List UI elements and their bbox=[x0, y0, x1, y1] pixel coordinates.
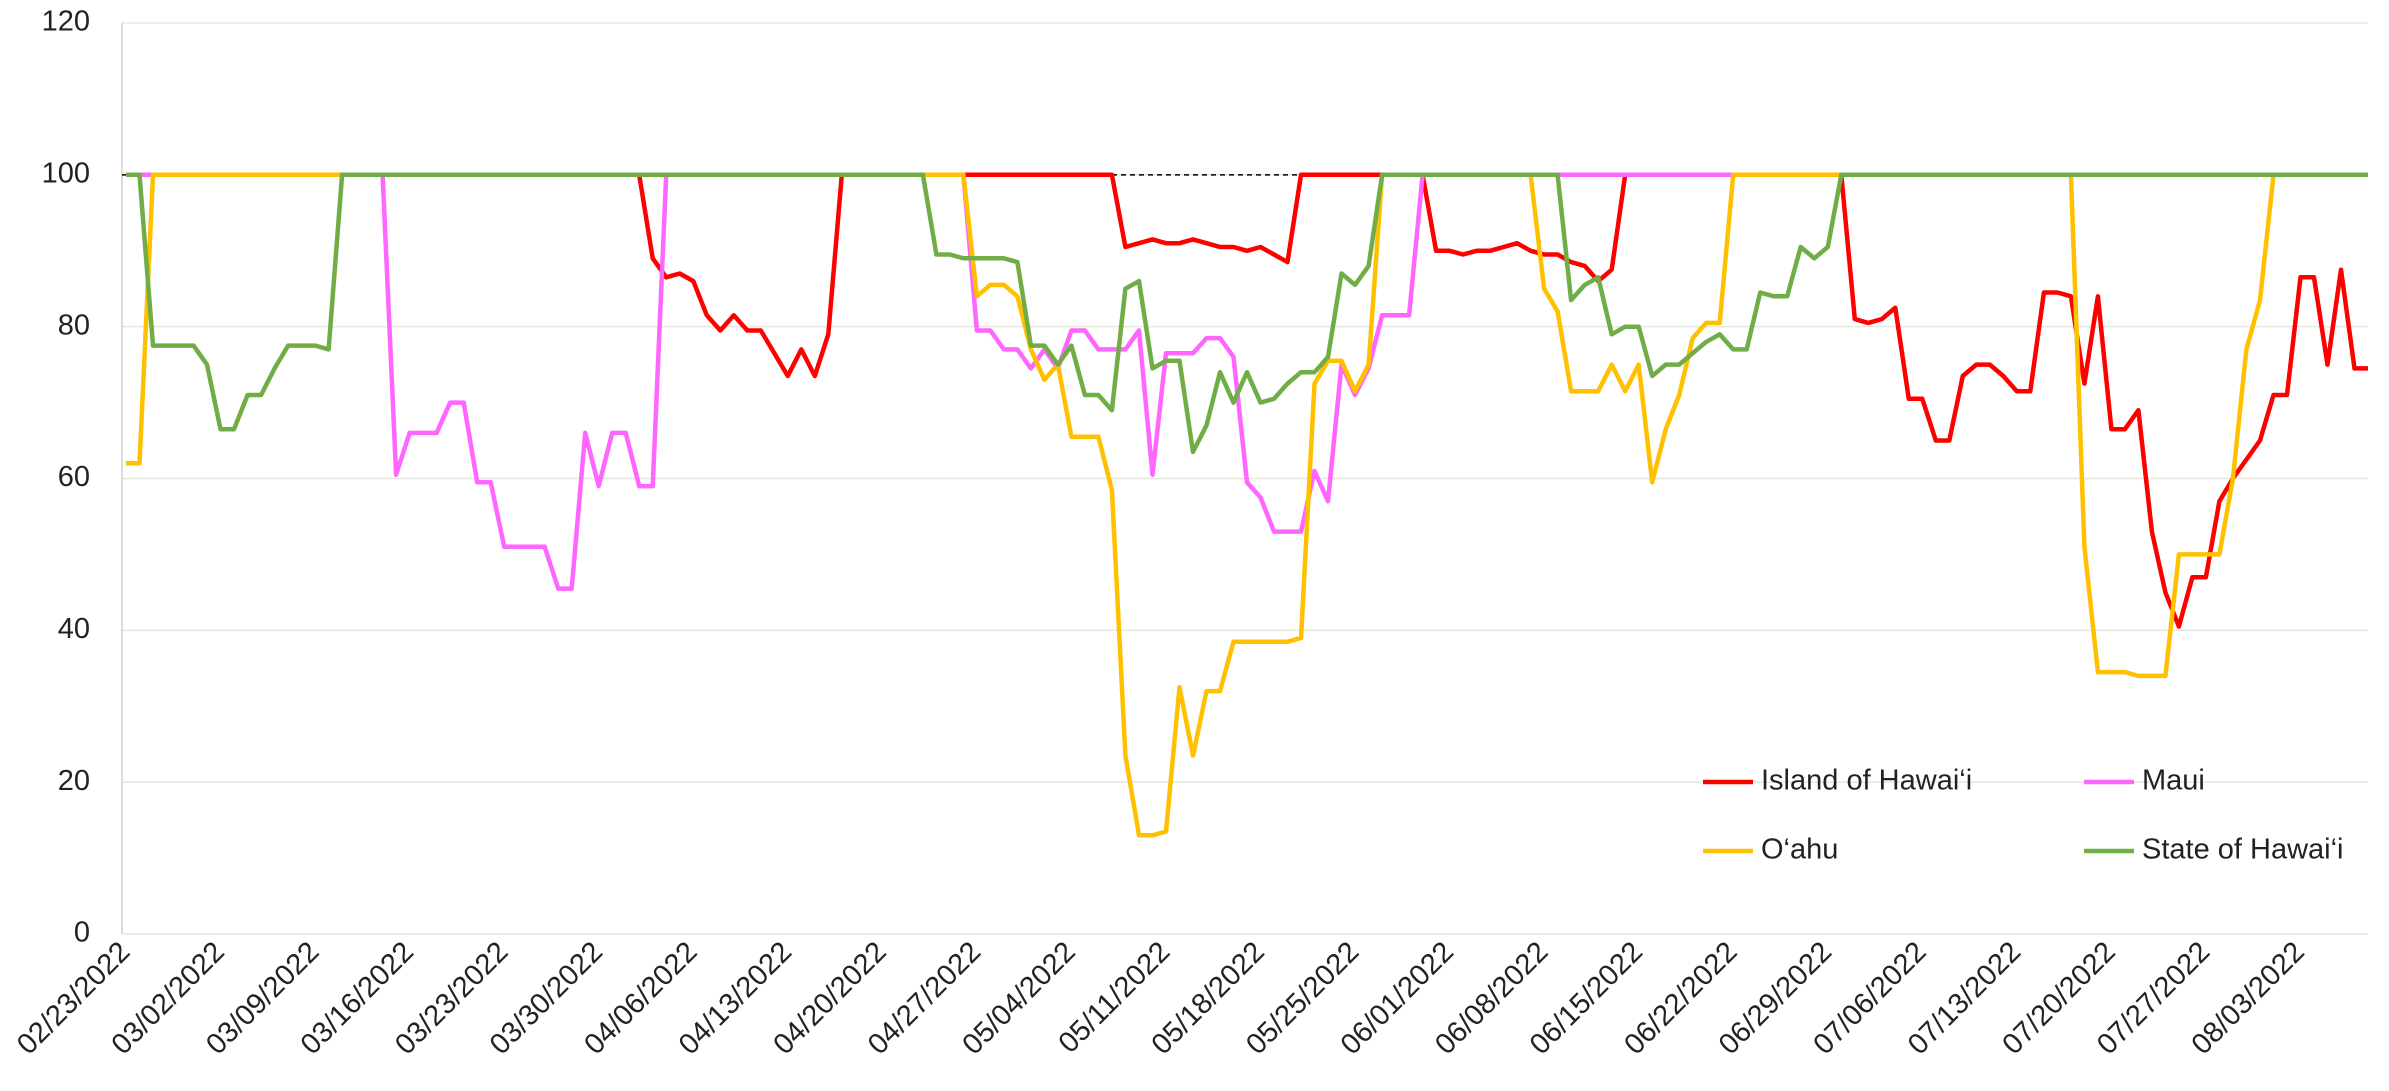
y-tick-label: 40 bbox=[58, 613, 90, 645]
series-line bbox=[126, 172, 2368, 455]
y-tick-label: 120 bbox=[42, 6, 90, 38]
series-line bbox=[126, 172, 2368, 838]
legend-label: Maui bbox=[2142, 765, 2205, 797]
y-tick-label: 0 bbox=[74, 917, 90, 949]
y-tick-label: 100 bbox=[42, 157, 90, 189]
legend-label: Island of Hawai‘i bbox=[1761, 765, 1972, 797]
legend-label: State of Hawai‘i bbox=[2142, 834, 2344, 866]
y-tick-label: 80 bbox=[58, 309, 90, 341]
legend-label: O‘ahu bbox=[1761, 834, 1838, 866]
y-tick-label: 20 bbox=[58, 765, 90, 797]
y-tick-label: 60 bbox=[58, 461, 90, 493]
